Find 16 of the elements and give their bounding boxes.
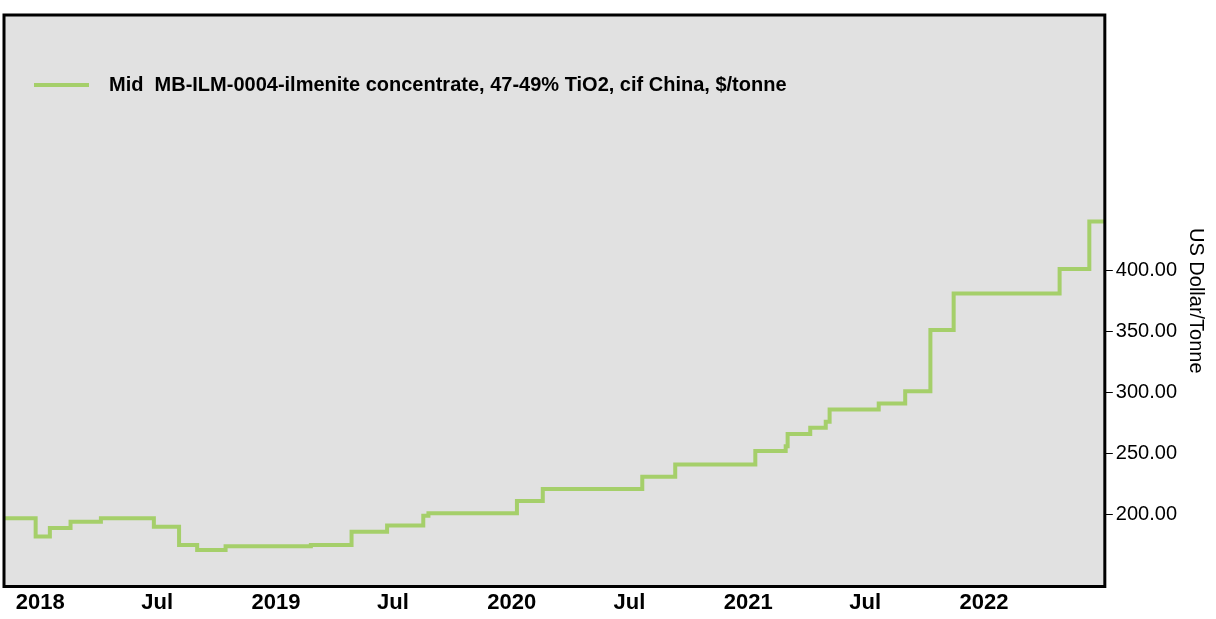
y-tick-label: 250.00 (1115, 440, 1177, 463)
x-tick-label: 2019 (251, 588, 301, 614)
x-tick-label: 2022 (959, 588, 1009, 614)
x-tick-label: 2021 (723, 588, 773, 614)
x-tick-label: Jul (141, 588, 174, 614)
x-tick-label: Jul (849, 588, 882, 614)
x-tick-label: 2020 (487, 588, 537, 614)
x-tick-label: Jul (377, 588, 409, 614)
x-tick-label: Jul (613, 588, 646, 614)
legend-label: Mid MB-ILM-0004-ilmenite concentrate, 47-49% TiO2, cif China, $/tonne (109, 72, 787, 95)
y-tick-label: 300.00 (1115, 379, 1177, 402)
y-tick-label: 200.00 (1115, 502, 1177, 525)
y-tick-label: 350.00 (1115, 318, 1177, 341)
y-tick-label: 400.00 (1115, 257, 1177, 280)
x-tick-label: 2018 (15, 588, 65, 614)
y-axis-title: US Dollar/Tonne (1186, 227, 1209, 374)
